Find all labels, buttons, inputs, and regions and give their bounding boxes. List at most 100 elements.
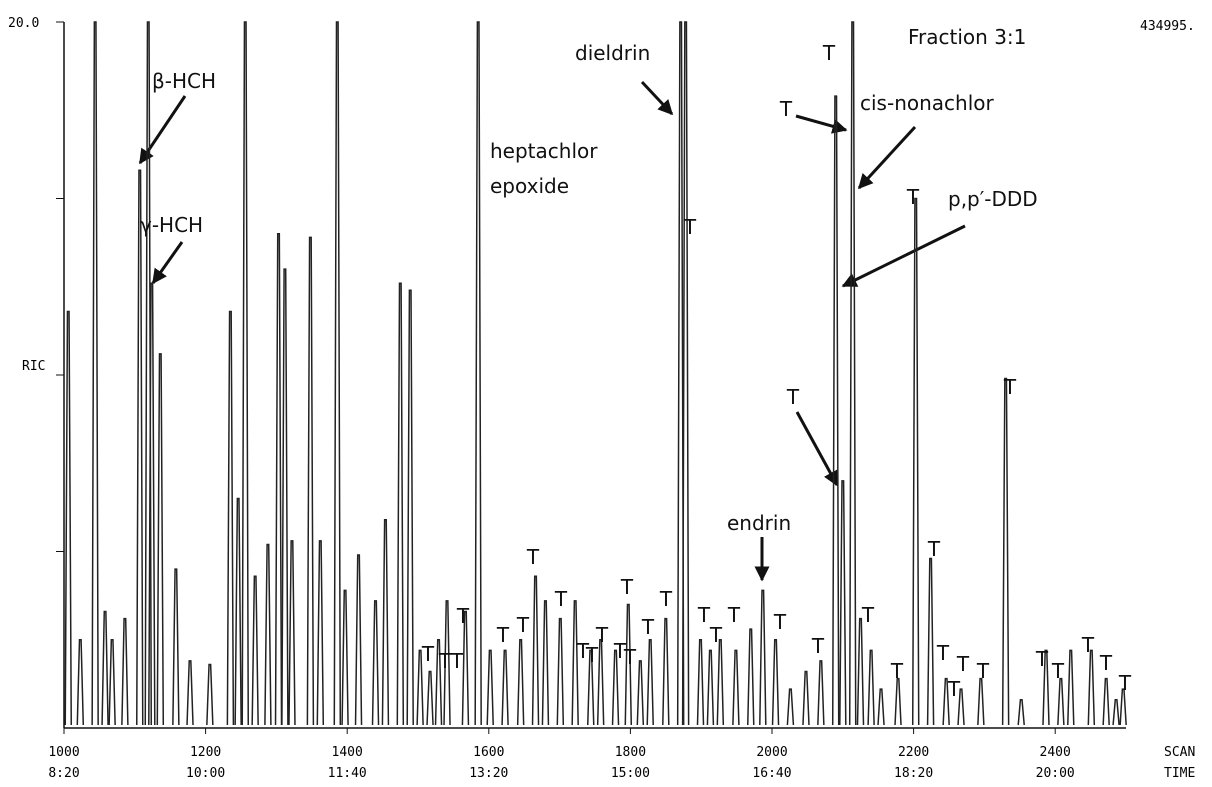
annotation: T	[1118, 671, 1132, 695]
peak	[288, 540, 296, 726]
peak	[771, 639, 780, 726]
annotation: cis-nonachlor	[860, 91, 994, 115]
annotation: T	[697, 603, 711, 627]
peak	[234, 497, 242, 726]
peak	[676, 21, 685, 726]
peak	[426, 670, 434, 726]
x-tick-label: 1400	[332, 745, 363, 760]
annotation: T	[1003, 375, 1017, 399]
x-axis-label: SCAN	[1164, 745, 1195, 760]
peak	[501, 649, 509, 726]
annotation: T	[526, 545, 540, 569]
peak	[747, 628, 755, 726]
annotation: T	[595, 623, 609, 647]
peak	[596, 639, 605, 726]
peak	[856, 617, 865, 726]
annotation: T	[779, 97, 793, 121]
x-tick-label: 2400	[1040, 745, 1071, 760]
annotation: β-HCH	[152, 69, 216, 93]
annotation: heptachlor	[490, 139, 598, 163]
peak	[306, 236, 315, 726]
y-tick-label: 20.0	[8, 16, 39, 31]
annotation: T	[659, 587, 673, 611]
annotation: endrin	[727, 511, 791, 535]
peak	[333, 21, 342, 726]
x-tick-time: 16:40	[752, 766, 791, 781]
x-tick-time: 20:00	[1036, 766, 1075, 781]
x-tick-time: 18:20	[894, 766, 933, 781]
peak	[172, 568, 180, 726]
peak	[848, 21, 857, 726]
peak	[281, 268, 289, 726]
peak	[1042, 649, 1050, 726]
x-tick-time: 8:20	[48, 766, 79, 781]
peak	[486, 649, 494, 726]
peak	[396, 282, 405, 726]
peak	[662, 617, 670, 726]
x-axis-label: TIME	[1164, 766, 1195, 781]
peak	[148, 282, 156, 726]
arrow	[841, 224, 966, 288]
peak	[381, 518, 390, 726]
peak	[474, 21, 482, 726]
peak	[587, 649, 595, 726]
peak	[1017, 699, 1025, 726]
peak	[108, 639, 116, 726]
peak	[516, 639, 525, 726]
peak	[226, 310, 235, 726]
annotation: T	[613, 639, 627, 663]
peak	[443, 600, 451, 726]
peak	[341, 589, 349, 726]
peak	[541, 600, 550, 726]
scale-note: 434995.	[1140, 19, 1195, 34]
peak	[1102, 677, 1110, 726]
annotation: epoxide	[490, 174, 569, 198]
peak	[1112, 699, 1120, 726]
peak	[251, 575, 259, 726]
annotation: p,p′-DDD	[948, 187, 1038, 211]
peak	[759, 589, 767, 726]
peak	[1067, 649, 1075, 726]
annotation: T	[585, 643, 599, 667]
peak	[1087, 649, 1096, 726]
annotation: T	[421, 642, 435, 666]
annotation: T	[683, 215, 697, 239]
peak	[636, 660, 645, 726]
peak	[206, 663, 214, 726]
annotation: T	[890, 659, 904, 683]
peak	[716, 639, 725, 726]
annotation: T	[976, 659, 990, 683]
peak	[556, 617, 565, 726]
peak	[121, 617, 129, 726]
peak	[831, 95, 840, 726]
peak	[241, 21, 249, 726]
peak	[817, 660, 825, 726]
peak	[732, 649, 740, 726]
peak	[1057, 677, 1065, 726]
annotation: T	[727, 603, 741, 627]
arrow	[640, 80, 674, 116]
peak	[316, 540, 325, 726]
peak	[1001, 377, 1010, 726]
peak	[706, 649, 715, 726]
peak	[371, 600, 380, 726]
peak	[786, 688, 795, 726]
peak	[64, 310, 72, 726]
peak	[101, 610, 109, 726]
x-tick-time: 10:00	[186, 766, 225, 781]
x-tick-label: 1800	[615, 745, 646, 760]
x-tick-label: 2200	[898, 745, 929, 760]
annotation: T	[811, 634, 825, 658]
x-tick-label: 1600	[473, 745, 504, 760]
annotation: T	[786, 385, 800, 409]
annotation: T	[456, 604, 470, 628]
peak	[911, 197, 920, 726]
peak	[867, 649, 875, 726]
annotation: T	[623, 645, 637, 669]
peak	[434, 639, 443, 726]
peak	[1119, 688, 1127, 726]
annotation: γ-HCH	[140, 213, 203, 237]
x-tick-time: 15:00	[611, 766, 650, 781]
peak	[76, 639, 85, 726]
